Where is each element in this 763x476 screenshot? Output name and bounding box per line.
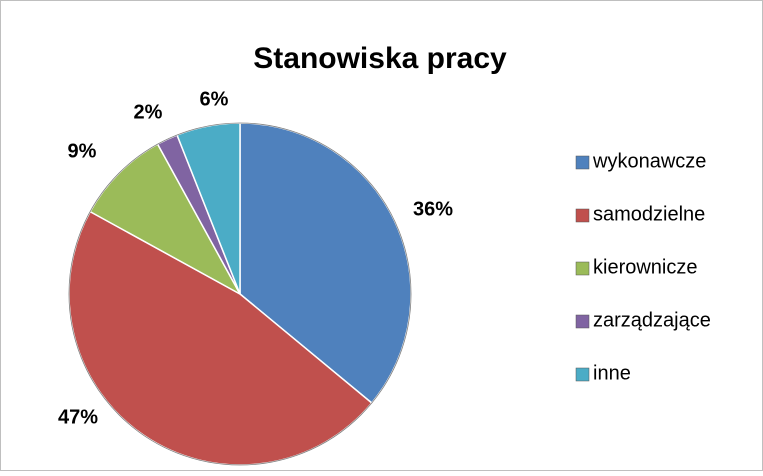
legend-swatch [575, 155, 590, 170]
legend-label: wykonawcze [592, 150, 706, 172]
data-label: 47% [58, 406, 98, 428]
legend-swatch [575, 314, 590, 329]
legend-label: zarządzające [593, 309, 711, 331]
legend-swatch [575, 367, 590, 382]
legend-label: kierownicze [593, 256, 697, 278]
pie-outline [68, 122, 412, 466]
legend-label: samodzielne [593, 203, 705, 225]
data-label: 36% [413, 198, 453, 220]
data-label: 6% [200, 88, 229, 110]
legend-label: inne [593, 362, 631, 384]
legend-swatch [575, 261, 590, 276]
chart-title: Stanowiska pracy [253, 42, 507, 75]
data-label: 2% [134, 101, 163, 123]
data-label: 9% [68, 140, 97, 162]
legend-swatch [575, 208, 590, 223]
